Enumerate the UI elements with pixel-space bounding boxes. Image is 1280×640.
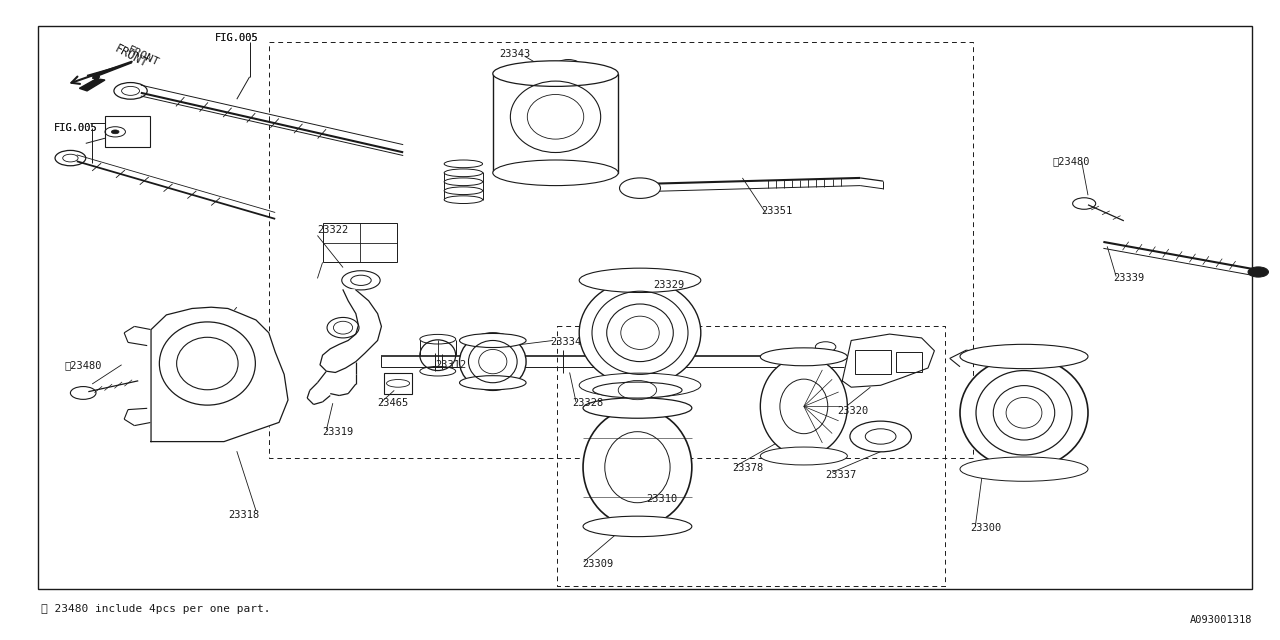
- Ellipse shape: [444, 169, 483, 177]
- Text: 23309: 23309: [582, 559, 613, 570]
- Bar: [855, 350, 891, 374]
- Ellipse shape: [584, 397, 692, 419]
- Circle shape: [1248, 267, 1268, 277]
- Text: 23300: 23300: [970, 523, 1001, 533]
- Ellipse shape: [444, 178, 483, 186]
- Polygon shape: [842, 334, 934, 387]
- Text: 23334: 23334: [550, 337, 581, 348]
- Text: FIG.005: FIG.005: [54, 123, 97, 133]
- Bar: [493, 74, 618, 173]
- Text: 23351: 23351: [762, 206, 792, 216]
- Text: FIG.005: FIG.005: [215, 33, 259, 44]
- Text: FIG.005: FIG.005: [54, 123, 97, 133]
- Circle shape: [111, 130, 119, 134]
- Bar: [384, 373, 412, 394]
- Text: FIG.005: FIG.005: [215, 33, 259, 44]
- Text: FRONT: FRONT: [113, 42, 150, 70]
- Ellipse shape: [584, 516, 692, 536]
- Text: 23378: 23378: [732, 463, 763, 474]
- Text: 23319: 23319: [323, 427, 353, 437]
- Polygon shape: [79, 63, 132, 91]
- Polygon shape: [320, 290, 381, 372]
- Ellipse shape: [580, 280, 701, 385]
- Text: 23343: 23343: [499, 49, 530, 60]
- Text: 23465: 23465: [378, 398, 408, 408]
- Ellipse shape: [580, 373, 701, 397]
- Ellipse shape: [960, 356, 1088, 468]
- Circle shape: [815, 342, 836, 352]
- Ellipse shape: [493, 160, 618, 186]
- Text: 23339: 23339: [1114, 273, 1144, 284]
- Text: 23320: 23320: [837, 406, 868, 416]
- Bar: [38, 26, 1252, 589]
- Circle shape: [850, 421, 911, 452]
- Ellipse shape: [960, 457, 1088, 481]
- Text: 23312: 23312: [435, 360, 466, 370]
- Polygon shape: [151, 307, 288, 442]
- Bar: [323, 223, 397, 262]
- Circle shape: [556, 60, 581, 72]
- Text: 23310: 23310: [646, 494, 677, 504]
- Ellipse shape: [760, 348, 847, 365]
- Text: 23322: 23322: [317, 225, 348, 236]
- Text: FRONT: FRONT: [125, 45, 160, 68]
- Text: ※23480: ※23480: [1052, 156, 1089, 166]
- Text: 23337: 23337: [826, 470, 856, 480]
- Ellipse shape: [444, 187, 483, 195]
- Text: ※23480: ※23480: [64, 360, 101, 370]
- Bar: [896, 352, 922, 372]
- Text: 23328: 23328: [572, 398, 603, 408]
- Circle shape: [342, 271, 380, 290]
- Ellipse shape: [593, 382, 682, 398]
- Ellipse shape: [444, 160, 483, 168]
- Text: ※ 23480 include 4pcs per one part.: ※ 23480 include 4pcs per one part.: [41, 604, 270, 614]
- Ellipse shape: [760, 447, 847, 465]
- Text: 23329: 23329: [653, 280, 684, 290]
- Ellipse shape: [493, 61, 618, 86]
- Ellipse shape: [460, 376, 526, 390]
- Ellipse shape: [460, 333, 526, 348]
- Circle shape: [620, 178, 660, 198]
- Ellipse shape: [444, 196, 483, 204]
- Ellipse shape: [460, 333, 526, 390]
- Ellipse shape: [580, 268, 701, 292]
- Ellipse shape: [760, 357, 847, 456]
- Ellipse shape: [584, 408, 692, 526]
- Ellipse shape: [960, 344, 1088, 369]
- Text: A093001318: A093001318: [1189, 614, 1252, 625]
- Text: 23318: 23318: [228, 510, 259, 520]
- Bar: [105, 116, 150, 147]
